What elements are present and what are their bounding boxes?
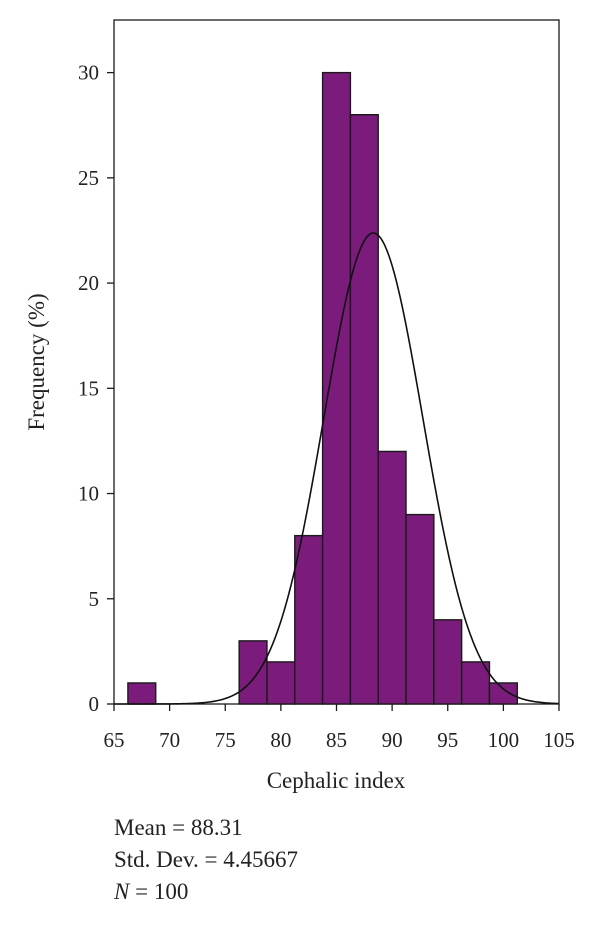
y-tick-label: 15 [78,376,99,400]
y-tick-label: 0 [89,692,100,716]
x-tick-label: 80 [270,728,291,752]
y-tick-label: 5 [89,587,100,611]
x-tick-label: 75 [215,728,236,752]
y-axis-label: Frequency (%) [24,293,49,430]
sample-size-symbol: N [114,879,130,904]
mean-stat: Mean = 88.31 [114,815,243,840]
y-tick-label: 25 [78,166,99,190]
y-tick-label: 10 [78,482,99,506]
sample-size-value: = 100 [129,879,189,904]
histogram-chart: 65 70 75 80 85 90 95 100 105 0 5 10 15 20 25 30 Cephali… [24,19,575,793]
histogram-bar [405,513,435,705]
histogram-bar [460,661,491,705]
std-dev-stat: Std. Dev. = 4.45667 [114,847,298,872]
x-tick-label: 95 [437,728,458,752]
sample-size-stat: N = 100 [114,876,298,908]
y-tick-label: 20 [78,271,99,295]
x-tick-label: 70 [159,728,180,752]
x-tick-label: 90 [382,728,403,752]
histogram-bar [377,450,407,705]
x-tick-label: 105 [543,728,575,752]
summary-stats: Mean = 88.31 Std. Dev. = 4.45667 N = 100 [114,812,298,908]
histogram-bar [294,534,324,705]
histogram-bar [266,661,296,705]
normal-curve [114,232,560,705]
histogram-bar [321,71,352,705]
x-tick-label: 100 [488,728,520,752]
x-tick-label: 65 [104,728,125,752]
x-axis-label: Cephalic index [267,768,406,793]
histogram-bar [127,682,157,705]
x-tick-label: 85 [326,728,347,752]
histogram-bar [433,619,463,705]
y-tick-label: 30 [78,61,99,85]
histogram-bar [488,682,518,705]
histogram-bar [349,114,379,705]
histogram-bar [238,640,268,705]
